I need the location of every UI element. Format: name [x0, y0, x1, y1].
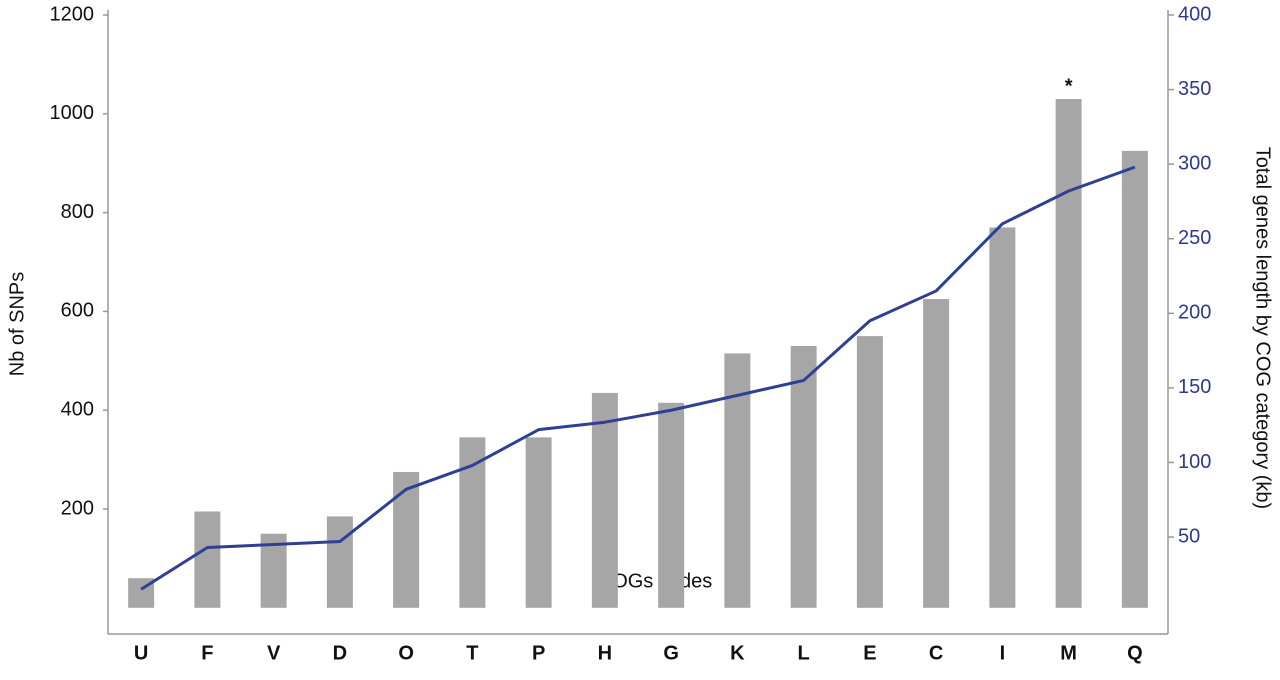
x-tick-label: O: [398, 642, 414, 664]
x-tick-label: L: [798, 642, 810, 664]
bar: [989, 227, 1016, 608]
y-tick-label: 1000: [50, 102, 95, 124]
x-tick-label: H: [598, 642, 612, 664]
bar: [923, 299, 950, 608]
y2-tick-label: 300: [1178, 152, 1211, 174]
x-tick-label: V: [267, 642, 281, 664]
y-tick-label: 600: [61, 300, 94, 322]
bar: [1121, 150, 1148, 608]
bar: [393, 471, 420, 608]
x-tick-label: K: [730, 642, 745, 664]
bar: [326, 516, 353, 608]
bar: [525, 437, 552, 608]
y2-tick-label: 50: [1178, 525, 1200, 547]
y2-tick-label: 200: [1178, 302, 1211, 324]
x-tick-label: C: [929, 642, 943, 664]
x-tick-label: U: [134, 642, 148, 664]
y2-tick-label: 150: [1178, 376, 1211, 398]
y-tick-label: 1200: [50, 3, 95, 25]
bar: [856, 336, 883, 608]
x-tick-label: M: [1060, 642, 1077, 664]
bar: [459, 437, 486, 608]
bar: [658, 402, 685, 608]
bar: [724, 353, 751, 608]
y2-tick-label: 100: [1178, 451, 1211, 473]
y2-tick-label: 250: [1178, 227, 1211, 249]
y-tick-label: 400: [61, 398, 94, 420]
bar: [591, 392, 618, 608]
x-tick-label: P: [532, 642, 545, 664]
x-tick-label: F: [201, 642, 213, 664]
x-tick-label: E: [863, 642, 876, 664]
y-tick-label: 200: [61, 497, 94, 519]
annotation: *: [1065, 75, 1073, 97]
y2-tick-label: 350: [1178, 78, 1211, 100]
y-axis-title: Nb of SNPs: [6, 272, 28, 376]
bar: [1055, 98, 1082, 608]
x-tick-label: Q: [1127, 642, 1143, 664]
x-tick-label: D: [333, 642, 347, 664]
bar: [194, 511, 221, 608]
x-tick-label: T: [466, 642, 478, 664]
line: [140, 165, 1136, 591]
x-tick-label: I: [1000, 642, 1006, 664]
y2-tick-label: 400: [1178, 3, 1211, 25]
y2-axis-title: Total genes length by COG category (kb): [1252, 147, 1274, 509]
x-tick-label: G: [663, 642, 679, 664]
bar: [790, 345, 817, 608]
y-tick-label: 800: [61, 201, 94, 223]
